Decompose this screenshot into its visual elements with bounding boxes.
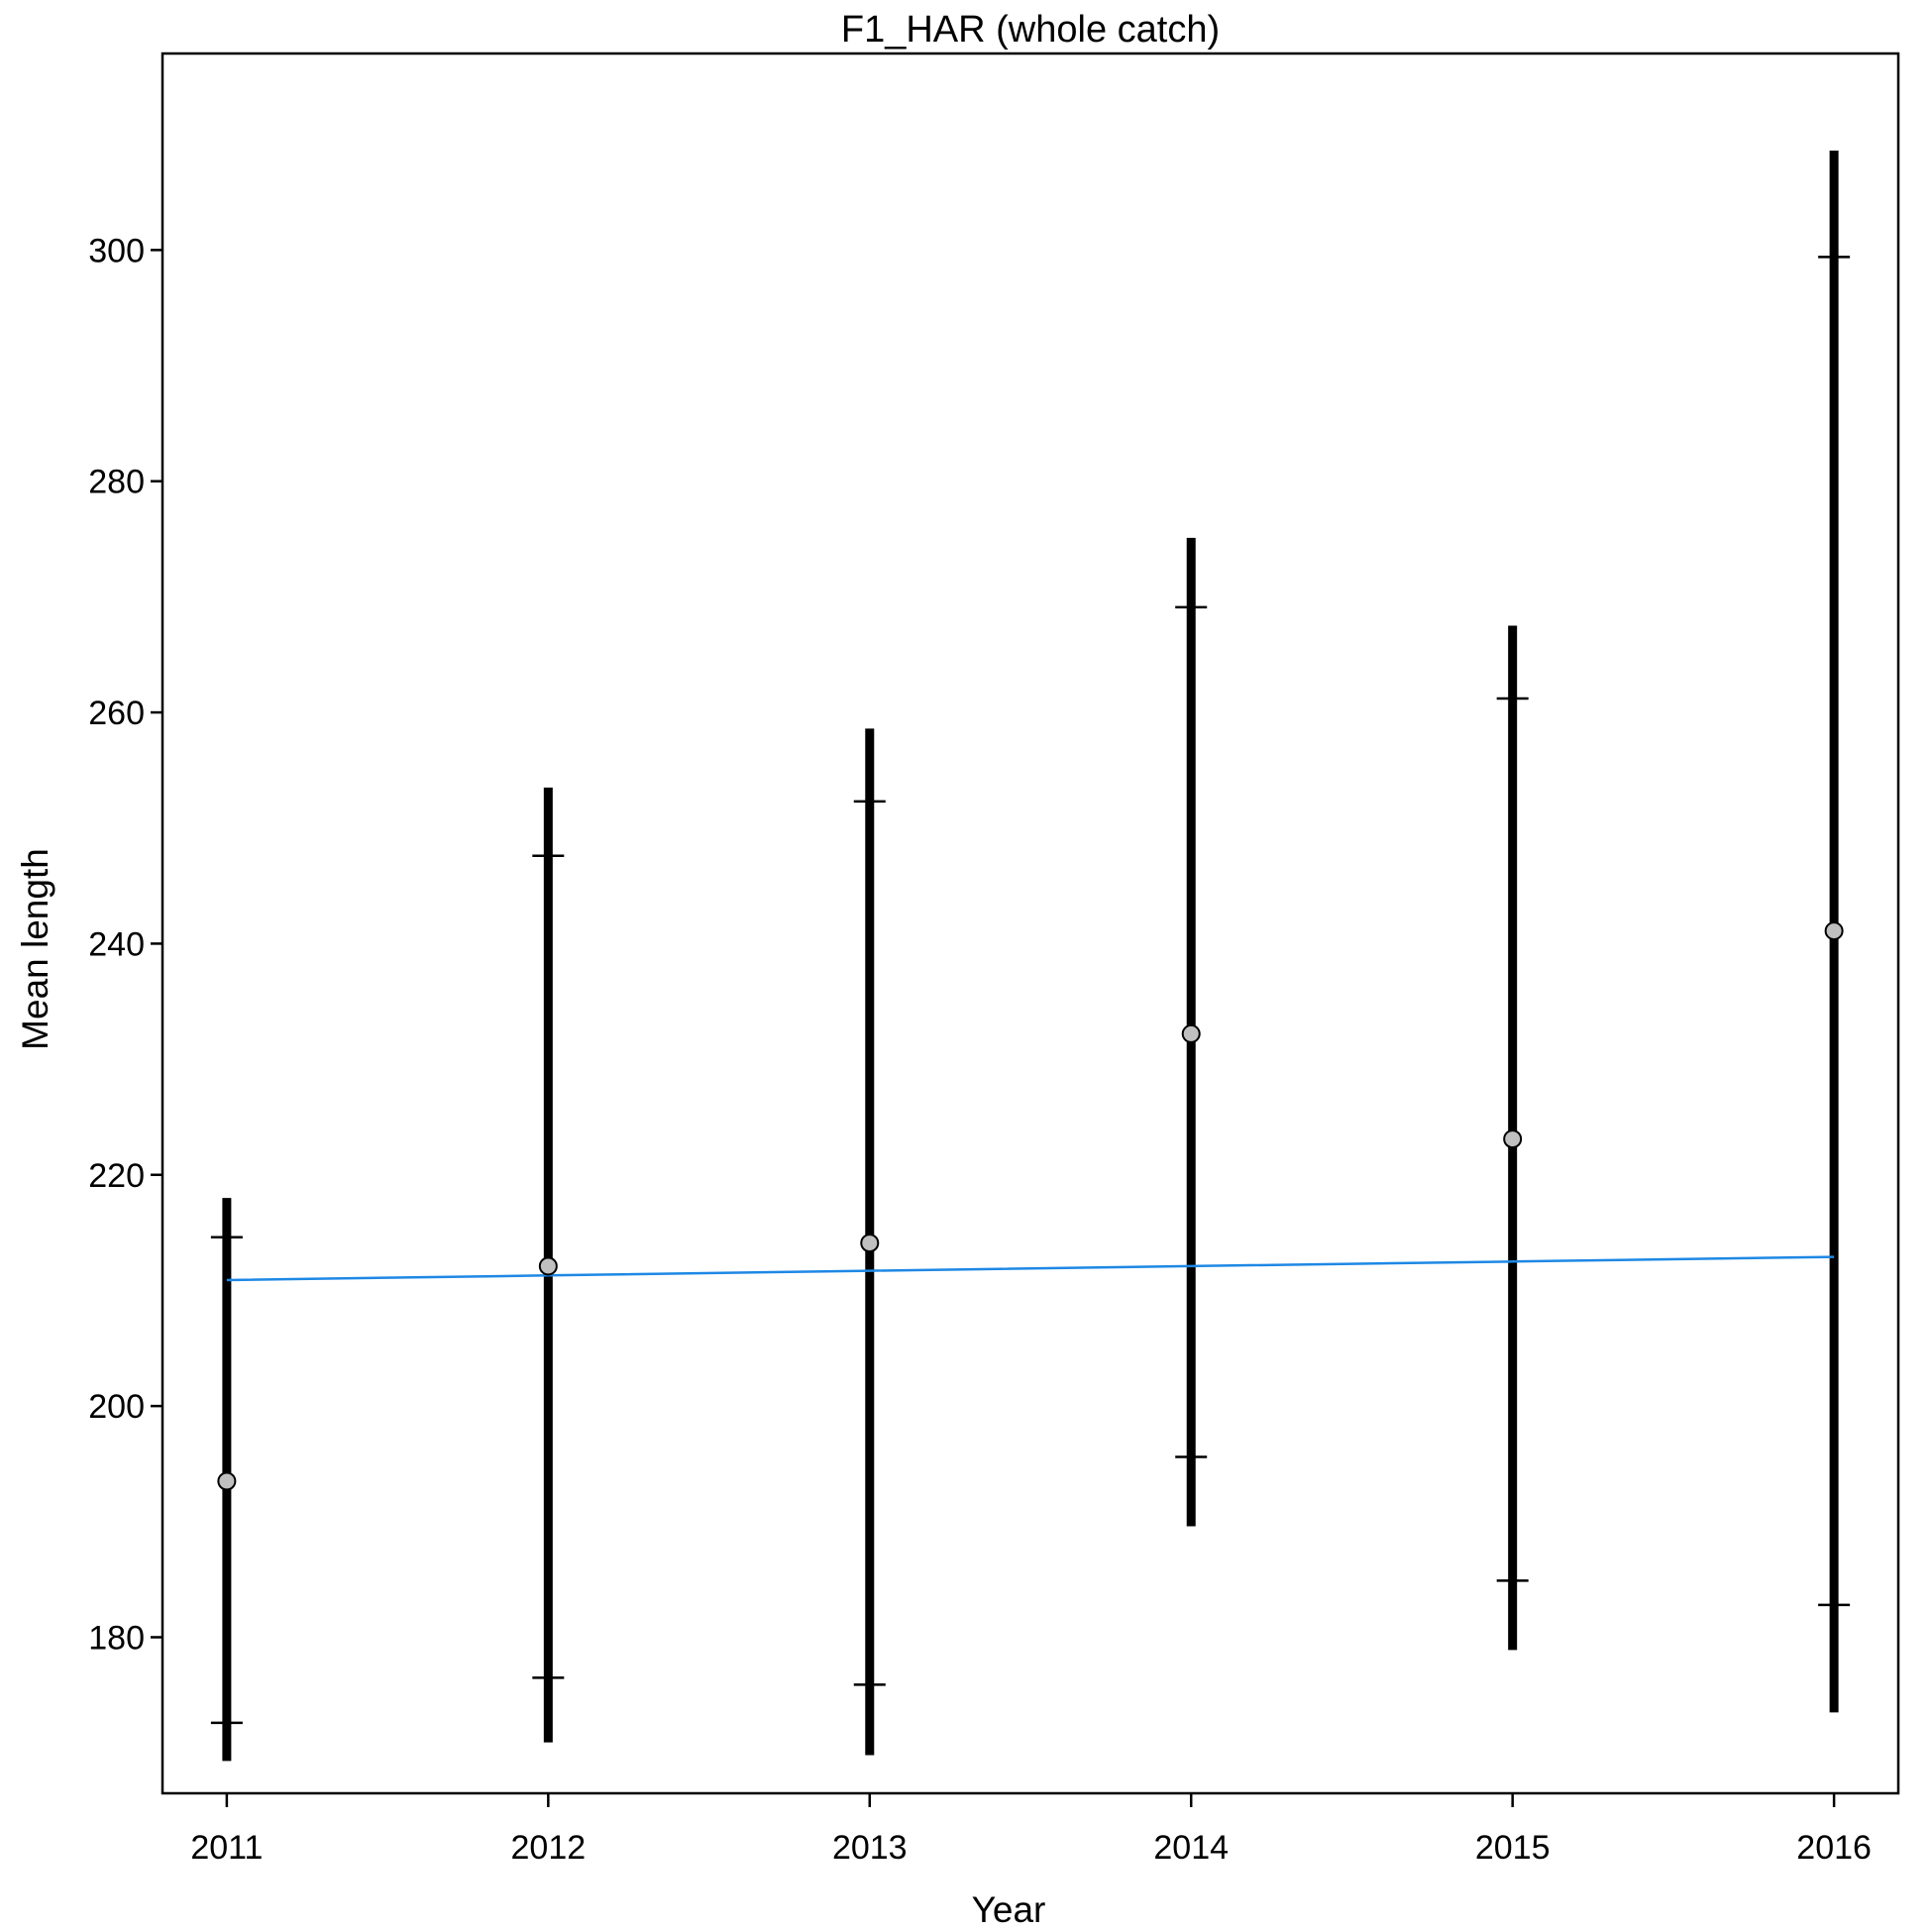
trend-line-group: [226, 1255, 1835, 1282]
y-axis: 180 200 220 240 260 280 300: [88, 232, 162, 1657]
trend-line: [226, 1255, 1835, 1282]
y-tick-label: 180: [88, 1619, 145, 1657]
plot-area-frame: [161, 52, 1900, 1795]
x-tick-label: 2013: [832, 1829, 908, 1867]
x-axis: 2011 2012 2013 2014 2015 2016: [190, 1793, 1872, 1867]
y-tick-label: 300: [88, 232, 145, 269]
mean-point: [538, 1256, 558, 1276]
x-tick-label: 2012: [511, 1829, 587, 1867]
y-tick-label: 260: [88, 695, 145, 732]
mean-point: [860, 1234, 880, 1253]
x-tick-label: 2014: [1153, 1829, 1229, 1867]
mean-point: [217, 1471, 237, 1491]
y-tick-label: 220: [88, 1157, 145, 1195]
mean-point: [1824, 921, 1844, 941]
x-axis-label: Year: [972, 1889, 1046, 1930]
y-tick-label: 280: [88, 464, 145, 501]
mean-points: [217, 921, 1844, 1491]
y-tick-label: 240: [88, 925, 145, 963]
mean-point: [1503, 1129, 1523, 1149]
x-tick-label: 2011: [190, 1829, 263, 1867]
chart-title: F1_HAR (whole catch): [841, 9, 1220, 51]
x-tick-label: 2015: [1475, 1829, 1551, 1867]
y-tick-label: 200: [88, 1388, 145, 1426]
y-axis-label: Mean length: [15, 848, 55, 1050]
mean-point: [1181, 1023, 1201, 1043]
x-tick-label: 2016: [1796, 1829, 1872, 1867]
